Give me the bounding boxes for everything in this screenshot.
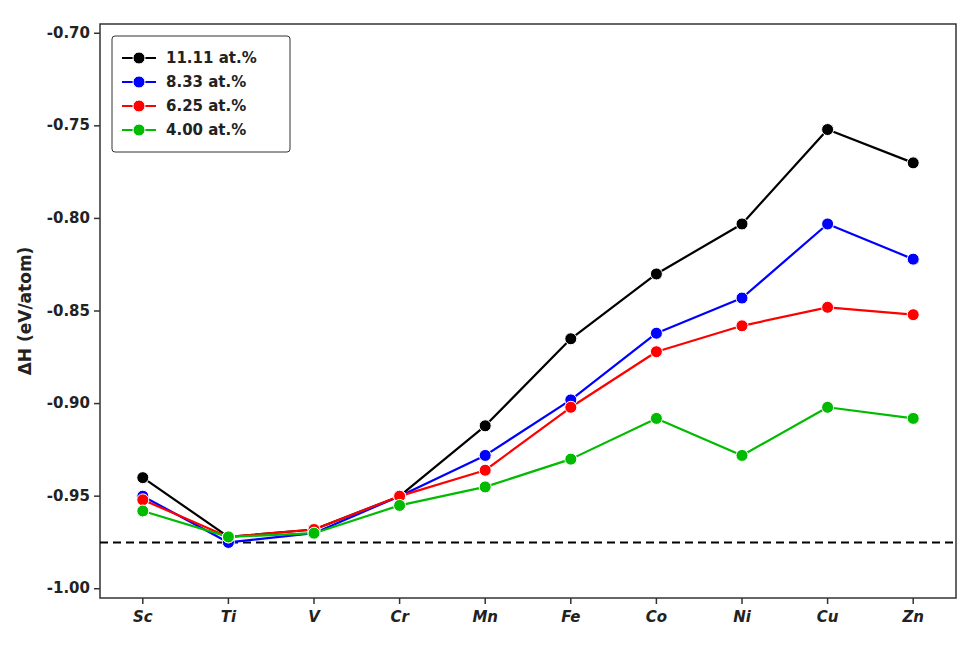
series-point: [650, 346, 662, 358]
series-line: [143, 224, 913, 542]
legend-swatch-marker: [133, 124, 145, 136]
x-tick-label: Sc: [133, 608, 153, 626]
y-axis-label: ΔH (eV/atom): [15, 247, 35, 376]
legend-swatch-marker: [133, 100, 145, 112]
legend-label: 11.11 at.%: [166, 49, 257, 67]
y-tick: [94, 218, 100, 220]
series-point: [565, 401, 577, 413]
series-point: [736, 292, 748, 304]
series-point: [479, 449, 491, 461]
series-point: [822, 124, 834, 136]
x-tick-label: Cu: [817, 608, 839, 626]
series-point: [137, 472, 149, 484]
y-tick: [94, 403, 100, 405]
series-point: [650, 268, 662, 280]
series-line: [143, 307, 913, 537]
y-tick-label: -0.80: [47, 209, 90, 227]
series-point: [479, 464, 491, 476]
x-tick-label: V: [308, 608, 321, 626]
series-line: [143, 130, 913, 537]
x-tick-label: Cr: [390, 608, 410, 626]
series-point: [479, 420, 491, 432]
legend-swatch-marker: [133, 52, 145, 64]
x-tick: [484, 598, 486, 604]
x-tick: [142, 598, 144, 604]
series-point: [222, 531, 234, 543]
y-tick-label: -0.75: [47, 116, 90, 134]
y-tick-label: -0.85: [47, 302, 90, 320]
series-point: [394, 499, 406, 511]
page: {"chart_data": { "type": "line", "y_labe…: [0, 0, 980, 662]
y-tick: [94, 310, 100, 312]
series-point: [822, 401, 834, 413]
x-tick: [313, 598, 315, 604]
x-tick-label: Mn: [472, 608, 498, 626]
series-point: [907, 157, 919, 169]
y-tick-label: -0.70: [47, 24, 90, 42]
chart: -1.00 -0.95 -0.90 -0.85 -0.80 -0.75 -0.70 Sc Ti V…: [0, 0, 980, 662]
y-tick-label: -0.90: [47, 394, 90, 412]
legend-box: [112, 36, 290, 152]
series-point: [308, 527, 320, 539]
legend-label: 4.00 at.%: [166, 121, 246, 139]
series-point: [736, 449, 748, 461]
x-tick-label: Ni: [733, 608, 752, 626]
x-tick: [656, 598, 658, 604]
y-tick: [94, 588, 100, 590]
x-tick-label: Co: [646, 608, 667, 626]
series-point: [736, 320, 748, 332]
series-point: [907, 309, 919, 321]
y-tick-label: -0.95: [47, 487, 90, 505]
x-tick-label: Ti: [221, 608, 237, 626]
series-point: [565, 333, 577, 345]
series-point: [907, 253, 919, 265]
series-point: [137, 505, 149, 517]
y-tick: [94, 33, 100, 35]
series-line: [143, 407, 913, 537]
series-point: [137, 494, 149, 506]
series-point: [479, 481, 491, 493]
x-tick: [827, 598, 829, 604]
x-tick: [741, 598, 743, 604]
x-tick: [570, 598, 572, 604]
series-point: [822, 301, 834, 313]
series-point: [822, 218, 834, 230]
y-tick-label: -1.00: [47, 579, 90, 597]
series-point: [308, 527, 320, 539]
x-tick-label: Fe: [561, 608, 580, 626]
legend-label: 8.33 at.%: [166, 73, 246, 91]
series-point: [736, 218, 748, 230]
series-point: [222, 531, 234, 543]
x-tick: [399, 598, 401, 604]
x-tick: [228, 598, 230, 604]
series-point: [907, 412, 919, 424]
y-tick: [94, 125, 100, 127]
series-point: [565, 453, 577, 465]
series-point: [650, 327, 662, 339]
series-point: [650, 412, 662, 424]
plot-frame: [100, 24, 956, 598]
legend: 11.11 at.% 8.33 at.% 6.25 at.% 4.00 at.%: [112, 36, 290, 152]
legend-label: 6.25 at.%: [166, 97, 246, 115]
series-point: [222, 531, 234, 543]
y-tick: [94, 495, 100, 497]
x-tick: [912, 598, 914, 604]
x-tick-label: Zn: [901, 608, 924, 626]
legend-swatch-marker: [133, 76, 145, 88]
plot-marks: [100, 124, 956, 549]
